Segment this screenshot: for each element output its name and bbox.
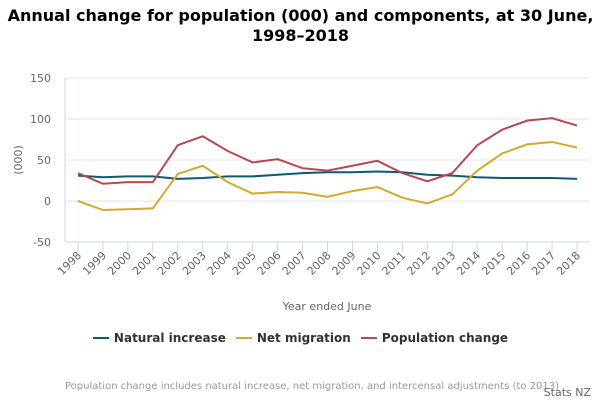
x-tick-label: 2015	[479, 249, 508, 278]
legend: Natural increase Net migration Population …	[0, 331, 601, 345]
x-tick-label: 2001	[130, 249, 159, 278]
credit: Stats NZ	[543, 386, 591, 399]
x-tick-label: 2016	[504, 249, 533, 278]
y-tick-label: 100	[30, 113, 51, 126]
series-line	[77, 117, 578, 185]
legend-label: Population change	[381, 331, 509, 345]
x-tick-label: 2007	[280, 249, 309, 278]
x-tick-label: 2011	[379, 249, 408, 278]
x-tick-label: 2006	[255, 249, 284, 278]
legend-item[interactable]: Net migration	[235, 331, 351, 345]
legend-swatch	[235, 337, 252, 339]
x-tick-label: 2005	[230, 249, 259, 278]
x-tick-label: 2014	[454, 249, 483, 278]
x-tick-label: 2012	[404, 249, 433, 278]
x-tick-label: 2008	[305, 249, 334, 278]
y-axis-label: (000)	[12, 145, 25, 175]
legend-swatch	[92, 337, 109, 339]
x-tick-label: 2017	[529, 249, 558, 278]
series-line	[77, 170, 578, 180]
x-tick-label: 2013	[429, 249, 458, 278]
y-tick-label: 50	[37, 154, 51, 167]
legend-swatch	[360, 337, 377, 339]
legend-label: Natural increase	[113, 331, 226, 345]
x-tick-label: 1998	[55, 249, 84, 278]
chart-title: Annual change for population (000) and c…	[7, 6, 594, 45]
y-tick-label: 150	[30, 72, 51, 85]
x-tick-label: 2018	[554, 249, 583, 278]
y-tick-label: -50	[33, 236, 51, 249]
x-tick-label: 2003	[180, 249, 209, 278]
x-tick-label: 2004	[205, 249, 234, 278]
x-tick-label: 2010	[355, 249, 384, 278]
x-tick-label: 2000	[105, 249, 134, 278]
x-tick-label: 2009	[330, 249, 359, 278]
x-tick-label: 2002	[155, 249, 184, 278]
legend-item[interactable]: Population change	[360, 331, 509, 345]
x-axis-label: Year ended June	[282, 300, 372, 313]
footnote: Population change includes natural incre…	[65, 381, 560, 392]
series-line	[77, 140, 578, 212]
legend-item[interactable]: Natural increase	[92, 331, 226, 345]
x-tick-label: 1999	[80, 249, 109, 278]
y-tick-label: 0	[44, 195, 51, 208]
legend-label: Net migration	[256, 331, 351, 345]
